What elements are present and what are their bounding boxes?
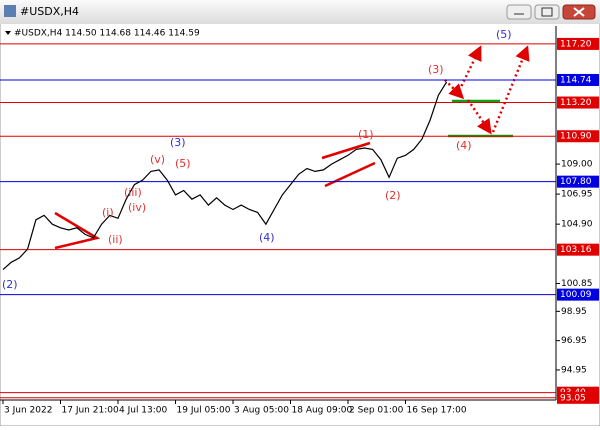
wave-label: (2)	[385, 189, 401, 202]
wave-label: (iii)	[124, 186, 142, 199]
wave-label: (1)	[358, 128, 374, 141]
y-tick-label: 104.90	[561, 220, 593, 230]
wave-label: (5)	[496, 28, 512, 41]
level-tag	[557, 175, 599, 188]
level-tag	[557, 288, 599, 301]
x-tick-label: 16 Sep 17:00	[407, 406, 467, 416]
level-tag	[557, 96, 599, 109]
level-label: 110.90	[560, 132, 592, 142]
level-tag	[557, 243, 599, 256]
chart-header: #USDX,H4 114.50 114.68 114.46 114.59	[14, 29, 200, 39]
level-label: 103.16	[560, 245, 592, 255]
wave-label: (5)	[175, 157, 191, 170]
wave-label: (ii)	[108, 233, 123, 246]
minimize-button[interactable]	[506, 4, 532, 20]
window-icon	[4, 5, 16, 17]
wave-label: (4)	[456, 139, 472, 152]
x-tick-label: 18 Aug 09:00	[292, 406, 353, 416]
price-line	[2, 81, 448, 271]
header-arrow	[5, 31, 11, 35]
window-title: #USDX,H4	[20, 5, 79, 18]
wave-label: (2)	[2, 278, 18, 291]
wave-label: (3)	[428, 63, 444, 76]
level-label: 113.20	[560, 98, 592, 108]
x-tick-label: 3 Aug 05:00	[234, 406, 289, 416]
close-button[interactable]	[562, 4, 596, 20]
level-label: 100.09	[560, 290, 592, 300]
wave-label: (4)	[259, 231, 275, 244]
y-tick-label: 106.95	[561, 190, 593, 200]
level-tag	[557, 73, 599, 86]
y-tick-label: 109.00	[561, 160, 593, 170]
level-label: 93.05	[560, 393, 586, 403]
x-tick-label: 4 Jul 13:00	[119, 406, 168, 416]
y-tick-label: 94.95	[561, 365, 587, 375]
level-tag	[557, 391, 599, 404]
x-tick-label: 3 Jun 2022	[4, 406, 52, 416]
title-bar	[0, 0, 600, 24]
drawings	[54, 45, 530, 250]
level-tag	[557, 37, 599, 50]
wave-label: (v)	[150, 153, 165, 166]
x-tick-label: 17 Jun 21:00	[62, 406, 119, 416]
level-label: 114.74	[560, 75, 592, 85]
level-label: 117.20	[560, 39, 592, 49]
wave-label: (iv)	[128, 201, 146, 214]
x-tick-label: 19 Jul 05:00	[177, 406, 231, 416]
y-tick-label: 96.95	[561, 336, 587, 346]
level-tag	[557, 130, 599, 143]
y-tick-label: 98.95	[561, 307, 587, 317]
x-tick-label: 2 Sep 01:00	[349, 406, 404, 416]
level-label: 107.80	[560, 177, 592, 187]
maximize-button[interactable]	[534, 4, 560, 20]
wave-label: (i)	[102, 206, 114, 219]
y-tick-label: 100.85	[561, 279, 593, 289]
wave-label: (3)	[170, 136, 186, 149]
